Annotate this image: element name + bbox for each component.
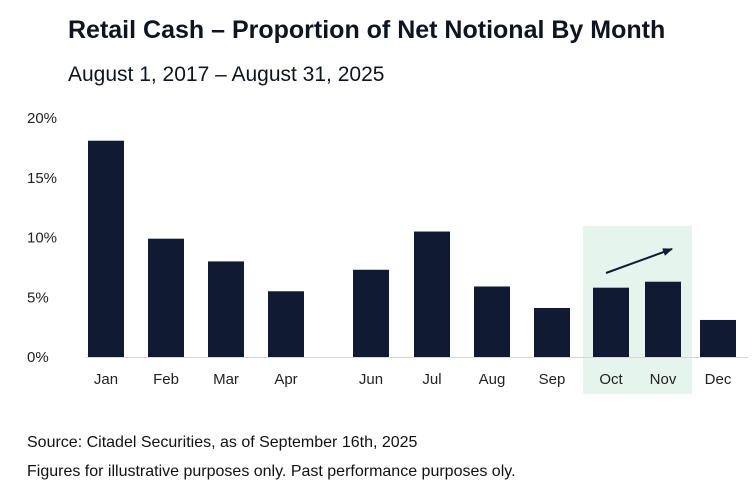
trend-arrow-icon <box>605 248 673 274</box>
bar-chart: 0% 5% 10% 15% 20% Jan Feb Mar Apr Jun Jul Aug Sep Oc… <box>27 110 748 394</box>
bar-sep <box>534 308 570 357</box>
x-tick-label: Feb <box>153 371 179 388</box>
bar-jun <box>353 269 389 357</box>
bar-feb <box>148 238 184 357</box>
bar-jan <box>88 140 124 357</box>
source-note: Source: Citadel Securities, as of Septem… <box>27 434 418 451</box>
bar-apr <box>268 291 304 357</box>
disclaimer-note: Figures for illustrative purposes only. … <box>27 463 516 480</box>
chart-subtitle: August 1, 2017 – August 31, 2025 <box>68 63 385 86</box>
x-tick-label: Jun <box>359 371 383 388</box>
y-tick-label: 5% <box>27 289 49 306</box>
x-tick-label: Oct <box>599 371 623 388</box>
bar-oct <box>593 287 629 357</box>
y-tick-label: 10% <box>27 230 57 247</box>
bar-jul <box>414 231 450 357</box>
y-tick-label: 15% <box>27 170 57 187</box>
bar-nov <box>645 281 681 357</box>
bar-aug <box>474 286 510 357</box>
bar-dec <box>700 319 736 357</box>
bar-mar <box>208 261 244 357</box>
x-tick-label: Jan <box>94 371 118 388</box>
x-tick-label: Sep <box>539 371 566 388</box>
y-tick-label: 20% <box>27 110 57 127</box>
x-tick-label: Dec <box>705 371 732 388</box>
x-tick-label: Nov <box>650 371 677 388</box>
y-tick-label: 0% <box>27 349 49 366</box>
x-tick-label: Aug <box>479 371 506 388</box>
x-tick-label: Jul <box>422 371 441 388</box>
x-tick-label: Apr <box>274 371 297 388</box>
x-tick-label: Mar <box>213 371 239 388</box>
chart-title: Retail Cash – Proportion of Net Notional… <box>68 16 666 44</box>
